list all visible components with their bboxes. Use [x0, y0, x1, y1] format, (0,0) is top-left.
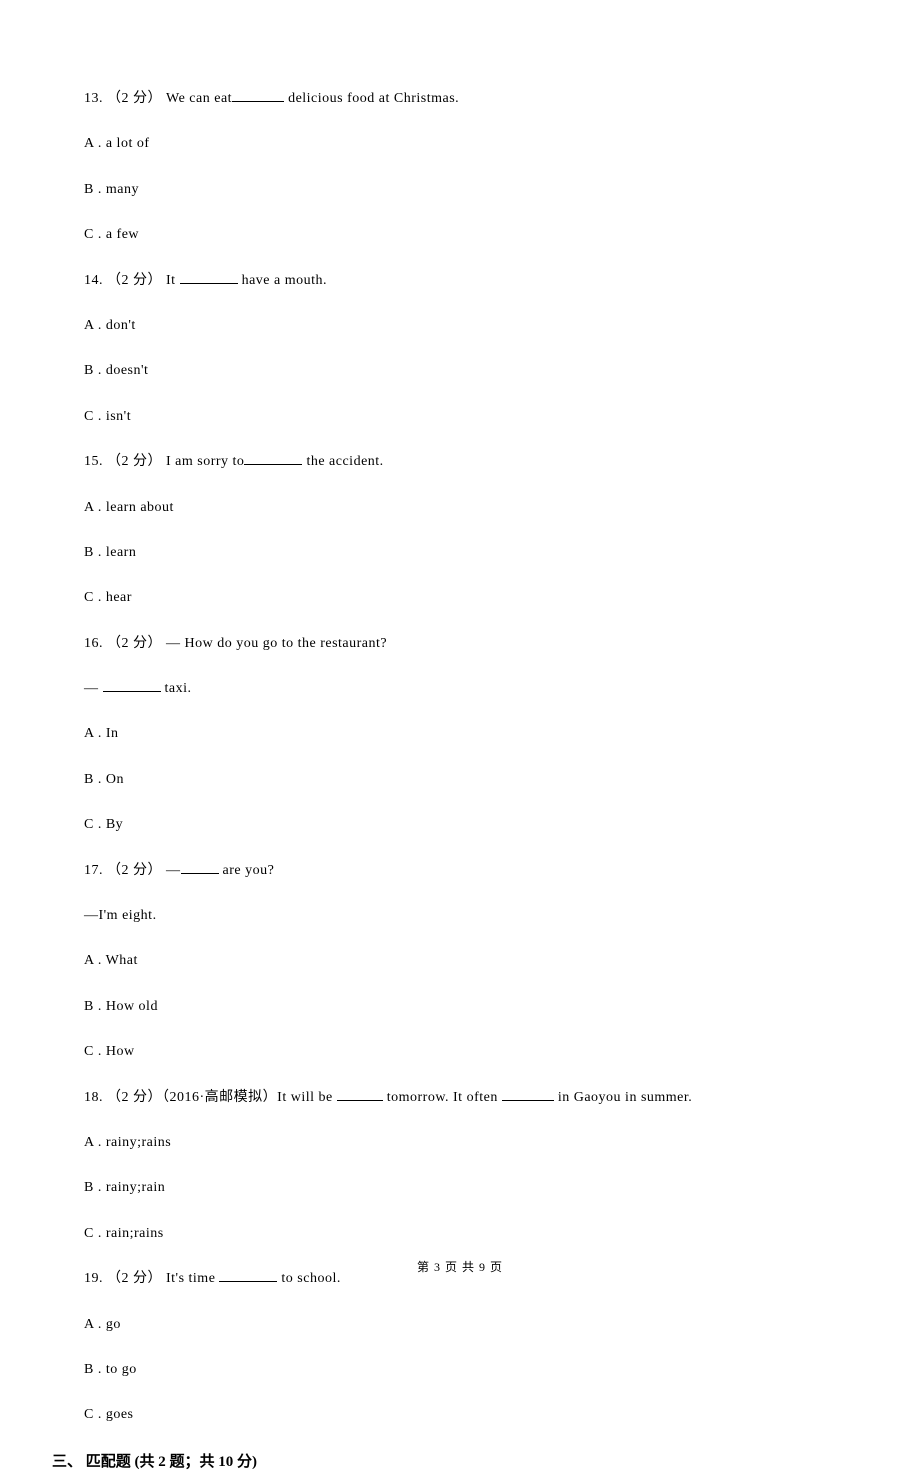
q16-option-a: A . In: [84, 723, 836, 745]
q17-line2: —I'm eight.: [84, 908, 157, 923]
q19-option-a: A . go: [84, 1314, 836, 1336]
q18-text-before: 18. （2 分）（2016·高邮模拟）It will be: [84, 1090, 337, 1105]
q18-blank2: [502, 1087, 554, 1101]
q17-option-a: A . What: [84, 950, 836, 972]
q16-text: 16. （2 分） — How do you go to the restaur…: [84, 636, 387, 651]
q15-option-b: B . learn: [84, 542, 836, 564]
q13-text-after: delicious food at Christmas.: [284, 91, 459, 106]
q18-option-a: A . rainy;rains: [84, 1132, 836, 1154]
q14-option-b: B . doesn't: [84, 360, 836, 382]
q13-text-before: 13. （2 分） We can eat: [84, 91, 232, 106]
q15-option-c: C . hear: [84, 587, 836, 609]
q15-option-a: A . learn about: [84, 497, 836, 519]
q18-option-c: C . rain;rains: [84, 1223, 836, 1245]
question-17-line2: —I'm eight.: [84, 905, 836, 927]
question-17: 17. （2 分） — are you?: [84, 860, 836, 882]
q17-text-before: 17. （2 分） —: [84, 863, 181, 878]
q16-blank: [103, 678, 161, 692]
q14-option-a: A . don't: [84, 315, 836, 337]
question-15: 15. （2 分） I am sorry to the accident.: [84, 451, 836, 473]
q15-blank: [244, 451, 302, 465]
q15-text-before: 15. （2 分） I am sorry to: [84, 454, 244, 469]
q14-text-after: have a mouth.: [238, 273, 327, 288]
question-13: 13. （2 分） We can eat delicious food at C…: [84, 88, 836, 110]
q17-option-c: C . How: [84, 1041, 836, 1063]
q13-option-a: A . a lot of: [84, 133, 836, 155]
q14-option-c: C . isn't: [84, 406, 836, 428]
q17-text-after: are you?: [219, 863, 275, 878]
q15-text-after: the accident.: [302, 454, 383, 469]
q19-option-c: C . goes: [84, 1404, 836, 1426]
q14-blank: [180, 270, 238, 284]
q16-option-b: B . On: [84, 769, 836, 791]
question-16: 16. （2 分） — How do you go to the restaur…: [84, 633, 836, 655]
q16-line2-after: taxi.: [161, 681, 192, 696]
q14-text-before: 14. （2 分） It: [84, 273, 180, 288]
q18-text-after: in Gaoyou in summer.: [554, 1090, 692, 1105]
q18-option-b: B . rainy;rain: [84, 1177, 836, 1199]
q16-option-c: C . By: [84, 814, 836, 836]
question-14: 14. （2 分） It have a mouth.: [84, 270, 836, 292]
q13-option-b: B . many: [84, 179, 836, 201]
q19-option-b: B . to go: [84, 1359, 836, 1381]
q18-text-mid: tomorrow. It often: [383, 1090, 502, 1105]
page-footer: 第 3 页 共 9 页: [0, 1258, 920, 1275]
q16-line2-before: —: [84, 681, 103, 696]
question-18: 18. （2 分）（2016·高邮模拟）It will be tomorrow.…: [84, 1087, 836, 1109]
q13-option-c: C . a few: [84, 224, 836, 246]
q13-blank: [232, 88, 284, 102]
section-header: 三、 匹配题 (共 2 题；共 10 分): [52, 1450, 836, 1481]
q17-option-b: B . How old: [84, 996, 836, 1018]
q18-blank1: [337, 1087, 383, 1101]
question-16-line2: — taxi.: [84, 678, 836, 700]
q17-blank: [181, 860, 219, 874]
